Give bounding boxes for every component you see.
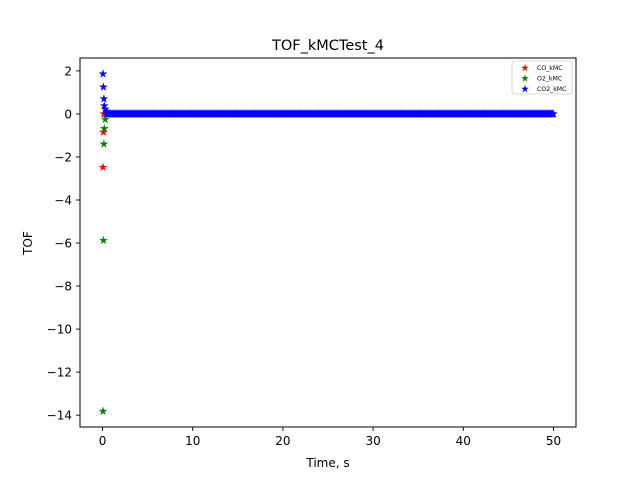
y-tick-label: −6 xyxy=(54,237,72,251)
data-point xyxy=(98,82,108,91)
data-point xyxy=(98,406,108,416)
data-point xyxy=(99,123,109,133)
data-point xyxy=(100,114,110,124)
legend-marker xyxy=(521,63,529,72)
data-point xyxy=(98,162,108,172)
legend: CO_kMC O2_kMC CO2_kMC xyxy=(511,60,573,95)
y-tick-label: 2 xyxy=(64,64,72,78)
x-tick-label: 10 xyxy=(185,434,200,448)
legend-label: O2_kMC xyxy=(537,76,562,83)
axes-frame xyxy=(79,57,577,428)
x-axis-label: Time, s xyxy=(305,456,349,470)
plot-area xyxy=(98,69,558,416)
y-tick-label: −2 xyxy=(54,150,72,164)
x-tick-label: 50 xyxy=(546,434,561,448)
x-tick-label: 0 xyxy=(99,434,107,448)
x-tick-label: 20 xyxy=(275,434,290,448)
data-point xyxy=(548,109,558,118)
y-tick-label: 0 xyxy=(64,107,72,121)
data-point xyxy=(98,69,108,78)
legend-label: CO_kMC xyxy=(537,65,563,72)
legend-marker xyxy=(521,84,529,93)
x-tick-label: 30 xyxy=(365,434,380,448)
y-tick-label: −4 xyxy=(54,194,72,208)
chart-title: TOF_kMCTest_4 xyxy=(271,38,384,54)
x-tick-label: 40 xyxy=(456,434,471,448)
x-axis: 0 10 20 30 40 50 xyxy=(99,427,561,448)
data-point xyxy=(99,139,109,148)
legend-marker xyxy=(521,74,529,82)
data-point xyxy=(99,94,109,103)
y-tick-label: −14 xyxy=(47,409,72,423)
y-axis-label: TOF xyxy=(21,231,35,256)
data-point xyxy=(98,235,108,245)
legend-box xyxy=(511,60,573,95)
legend-label: CO2_kMC xyxy=(537,86,566,93)
y-tick-label: −10 xyxy=(47,323,72,337)
y-axis: 2 0 −2 −4 −6 −8 −10 −12 −14 xyxy=(47,64,80,423)
y-tick-label: −8 xyxy=(54,280,72,294)
y-tick-label: −12 xyxy=(47,366,72,380)
series-co2-kmc xyxy=(98,69,558,118)
